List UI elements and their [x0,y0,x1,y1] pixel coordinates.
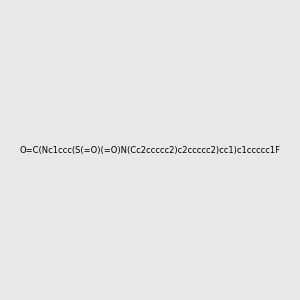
Text: O=C(Nc1ccc(S(=O)(=O)N(Cc2ccccc2)c2ccccc2)cc1)c1ccccc1F: O=C(Nc1ccc(S(=O)(=O)N(Cc2ccccc2)c2ccccc2… [20,146,281,154]
